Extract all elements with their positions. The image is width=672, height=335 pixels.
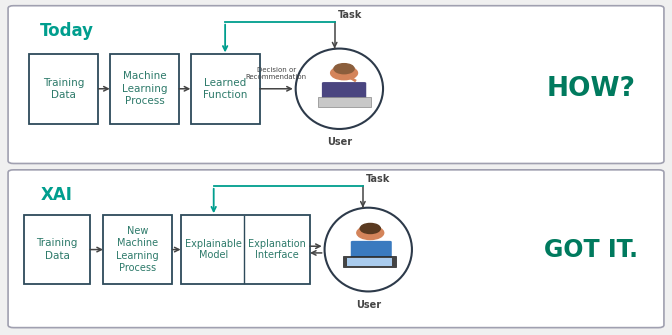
Text: Explainable
Model: Explainable Model xyxy=(185,239,242,260)
Text: Task: Task xyxy=(366,174,390,184)
FancyBboxPatch shape xyxy=(110,54,179,124)
FancyBboxPatch shape xyxy=(8,6,664,163)
Text: Explanation
Interface: Explanation Interface xyxy=(248,239,306,260)
Text: Training
Data: Training Data xyxy=(36,239,78,261)
FancyBboxPatch shape xyxy=(318,97,371,107)
FancyBboxPatch shape xyxy=(24,215,90,284)
Text: Today: Today xyxy=(40,22,94,40)
Text: HOW?: HOW? xyxy=(547,76,636,102)
Text: User: User xyxy=(327,137,352,147)
Ellipse shape xyxy=(325,208,412,291)
Circle shape xyxy=(360,223,380,233)
FancyBboxPatch shape xyxy=(343,256,396,267)
Circle shape xyxy=(334,64,354,74)
FancyBboxPatch shape xyxy=(347,258,392,266)
Text: Task: Task xyxy=(338,10,362,20)
Circle shape xyxy=(331,66,358,80)
Text: Machine
Learning
Process: Machine Learning Process xyxy=(122,71,167,106)
FancyBboxPatch shape xyxy=(8,170,664,328)
Text: Decision or
Recommendation: Decision or Recommendation xyxy=(246,67,307,80)
Text: GOT IT.: GOT IT. xyxy=(544,238,638,262)
Ellipse shape xyxy=(296,49,383,129)
Text: XAI: XAI xyxy=(40,186,72,204)
Text: Learned
Function: Learned Function xyxy=(203,78,247,100)
FancyBboxPatch shape xyxy=(322,82,366,101)
FancyBboxPatch shape xyxy=(103,215,172,284)
FancyBboxPatch shape xyxy=(30,54,98,124)
Text: User: User xyxy=(355,300,381,310)
Circle shape xyxy=(357,226,384,240)
FancyBboxPatch shape xyxy=(351,241,392,259)
Text: Training
Data: Training Data xyxy=(43,78,85,100)
FancyBboxPatch shape xyxy=(181,215,310,284)
Text: New
Machine
Learning
Process: New Machine Learning Process xyxy=(116,226,159,273)
FancyBboxPatch shape xyxy=(191,54,260,124)
